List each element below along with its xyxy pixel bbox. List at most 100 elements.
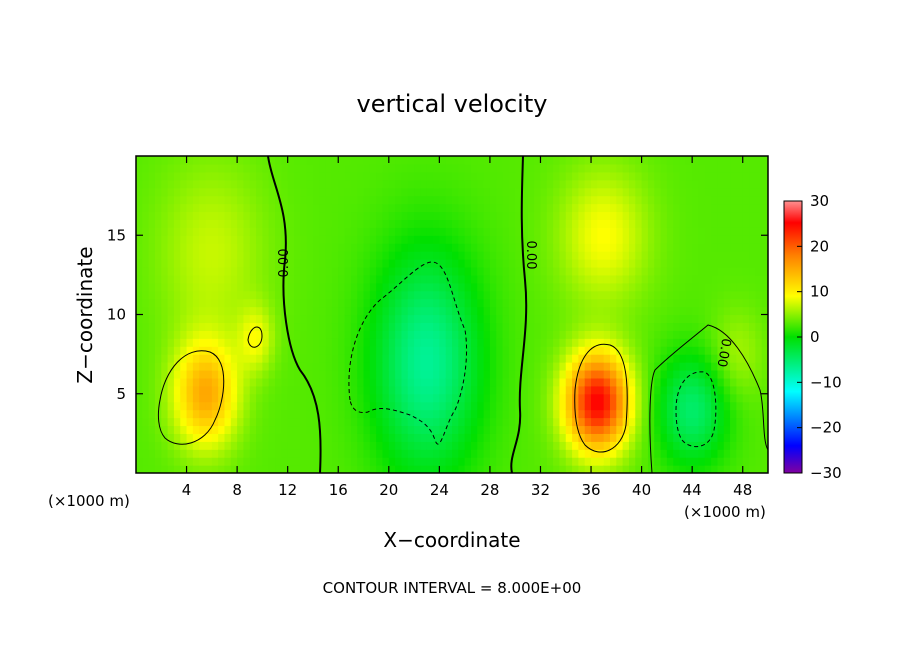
heatmap-cell bbox=[641, 465, 649, 473]
heatmap-cell bbox=[376, 449, 384, 458]
heatmap-cell bbox=[243, 457, 251, 466]
heatmap-cell bbox=[685, 266, 693, 276]
heatmap-cell bbox=[287, 377, 295, 387]
heatmap-cell bbox=[559, 441, 567, 450]
heatmap-cell bbox=[578, 457, 586, 466]
heatmap-cell bbox=[344, 314, 352, 324]
heatmap-cell bbox=[300, 441, 308, 450]
heatmap-cell bbox=[704, 354, 712, 363]
heatmap-cell bbox=[565, 393, 573, 403]
heatmap-cell bbox=[350, 195, 358, 205]
heatmap-cell bbox=[749, 219, 756, 228]
heatmap-cell bbox=[243, 219, 251, 228]
heatmap-cell bbox=[230, 251, 238, 260]
heatmap-cell bbox=[527, 163, 535, 173]
heatmap-cell bbox=[711, 433, 719, 442]
heatmap-cell bbox=[224, 338, 232, 347]
heatmap-cell bbox=[603, 290, 611, 300]
heatmap-cell bbox=[711, 354, 719, 363]
heatmap-cell bbox=[350, 203, 358, 213]
heatmap-cell bbox=[489, 195, 497, 205]
heatmap-cell bbox=[192, 369, 200, 379]
heatmap-cell bbox=[275, 156, 282, 165]
heatmap-cell bbox=[496, 433, 504, 442]
heatmap-cell bbox=[401, 219, 409, 228]
heatmap-cell bbox=[338, 282, 346, 292]
heatmap-cell bbox=[167, 425, 175, 434]
heatmap-cell bbox=[300, 282, 308, 292]
heatmap-cell bbox=[287, 441, 295, 450]
heatmap-cell bbox=[388, 377, 396, 387]
heatmap-cell bbox=[464, 243, 472, 252]
heatmap-cell bbox=[192, 330, 200, 339]
heatmap-cell bbox=[584, 369, 592, 379]
heatmap-cell bbox=[508, 290, 516, 300]
heatmap-cell bbox=[483, 298, 491, 308]
heatmap-cell bbox=[414, 314, 421, 324]
heatmap-cell bbox=[363, 251, 371, 260]
heatmap-cell bbox=[218, 187, 226, 197]
heatmap-cell bbox=[243, 409, 251, 419]
positive-contour-1 bbox=[157, 350, 225, 445]
heatmap-cell bbox=[344, 235, 352, 244]
heatmap-cell bbox=[755, 425, 763, 434]
heatmap-cell bbox=[445, 338, 453, 347]
heatmap-cell bbox=[357, 433, 365, 442]
heatmap-cell bbox=[673, 235, 681, 244]
heatmap-cell bbox=[647, 243, 655, 252]
heatmap-cell bbox=[597, 227, 605, 236]
heatmap-cell bbox=[742, 211, 750, 220]
heatmap-cell bbox=[136, 385, 143, 395]
heatmap-cell bbox=[749, 243, 756, 252]
heatmap-cell bbox=[382, 266, 390, 276]
heatmap-cell bbox=[256, 171, 263, 181]
heatmap-cell bbox=[559, 322, 567, 331]
heatmap-cell bbox=[382, 156, 390, 165]
heatmap-cell bbox=[167, 282, 175, 292]
heatmap-cell bbox=[470, 401, 478, 411]
heatmap-cell bbox=[445, 362, 453, 371]
heatmap-cell bbox=[256, 425, 263, 434]
heatmap-cell bbox=[205, 274, 213, 284]
heatmap-cell bbox=[572, 187, 579, 197]
heatmap-cell bbox=[186, 338, 194, 347]
heatmap-cell bbox=[388, 195, 396, 205]
heatmap-cell bbox=[369, 203, 377, 213]
heatmap-cell bbox=[376, 259, 384, 268]
heatmap-cell bbox=[331, 156, 339, 165]
heatmap-cell bbox=[521, 433, 529, 442]
heatmap-cell bbox=[673, 393, 681, 403]
heatmap-cell bbox=[755, 306, 763, 316]
heatmap-cell bbox=[395, 298, 403, 308]
heatmap-cell bbox=[761, 259, 768, 268]
heatmap-cell bbox=[312, 219, 320, 228]
heatmap-cell bbox=[306, 227, 314, 236]
heatmap-cell bbox=[294, 266, 301, 276]
heatmap-cell bbox=[148, 377, 156, 387]
heatmap-cell bbox=[515, 195, 523, 205]
heatmap-cell bbox=[262, 282, 270, 292]
heatmap-cell bbox=[338, 179, 346, 189]
heatmap-cell bbox=[243, 171, 251, 181]
heatmap-cell bbox=[426, 306, 434, 316]
heatmap-cell bbox=[338, 465, 346, 473]
heatmap-cell bbox=[281, 322, 289, 331]
heatmap-cell bbox=[395, 290, 403, 300]
heatmap-cell bbox=[224, 235, 232, 244]
heatmap-cell bbox=[452, 298, 459, 308]
heatmap-cell bbox=[483, 219, 491, 228]
heatmap-cell bbox=[761, 179, 768, 189]
heatmap-cell bbox=[287, 449, 295, 458]
heatmap-cell bbox=[420, 425, 428, 434]
colorbar-tick-label: −20 bbox=[810, 419, 842, 437]
heatmap-cell bbox=[717, 156, 725, 165]
heatmap-cell bbox=[616, 227, 624, 236]
heatmap-cell bbox=[546, 259, 554, 268]
heatmap-cell bbox=[673, 457, 681, 466]
heatmap-cell bbox=[470, 449, 478, 458]
heatmap-cell bbox=[205, 156, 213, 165]
heatmap-cell bbox=[622, 219, 630, 228]
heatmap-cell bbox=[489, 156, 497, 165]
heatmap-cell bbox=[723, 377, 731, 387]
heatmap-cell bbox=[275, 362, 282, 371]
